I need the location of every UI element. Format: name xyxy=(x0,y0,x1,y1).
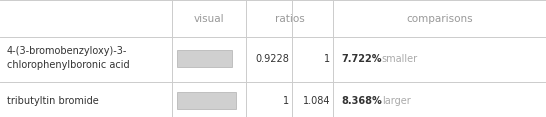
Text: 0.9228: 0.9228 xyxy=(256,53,289,64)
Text: 8.368%: 8.368% xyxy=(341,96,382,106)
Text: 1: 1 xyxy=(324,53,330,64)
Text: 1.084: 1.084 xyxy=(303,96,330,106)
Text: tributyltin bromide: tributyltin bromide xyxy=(7,96,98,106)
Text: comparisons: comparisons xyxy=(406,14,473,24)
Text: visual: visual xyxy=(193,14,224,24)
Text: 1: 1 xyxy=(283,96,289,106)
Bar xyxy=(177,50,232,67)
Text: larger: larger xyxy=(382,96,411,106)
Text: 4-(3-bromobenzyloxy)-3-
chlorophenylboronic acid: 4-(3-bromobenzyloxy)-3- chlorophenylboro… xyxy=(7,46,129,71)
Bar xyxy=(177,92,236,109)
Text: 7.722%: 7.722% xyxy=(341,53,382,64)
Text: smaller: smaller xyxy=(382,53,418,64)
Text: ratios: ratios xyxy=(275,14,304,24)
